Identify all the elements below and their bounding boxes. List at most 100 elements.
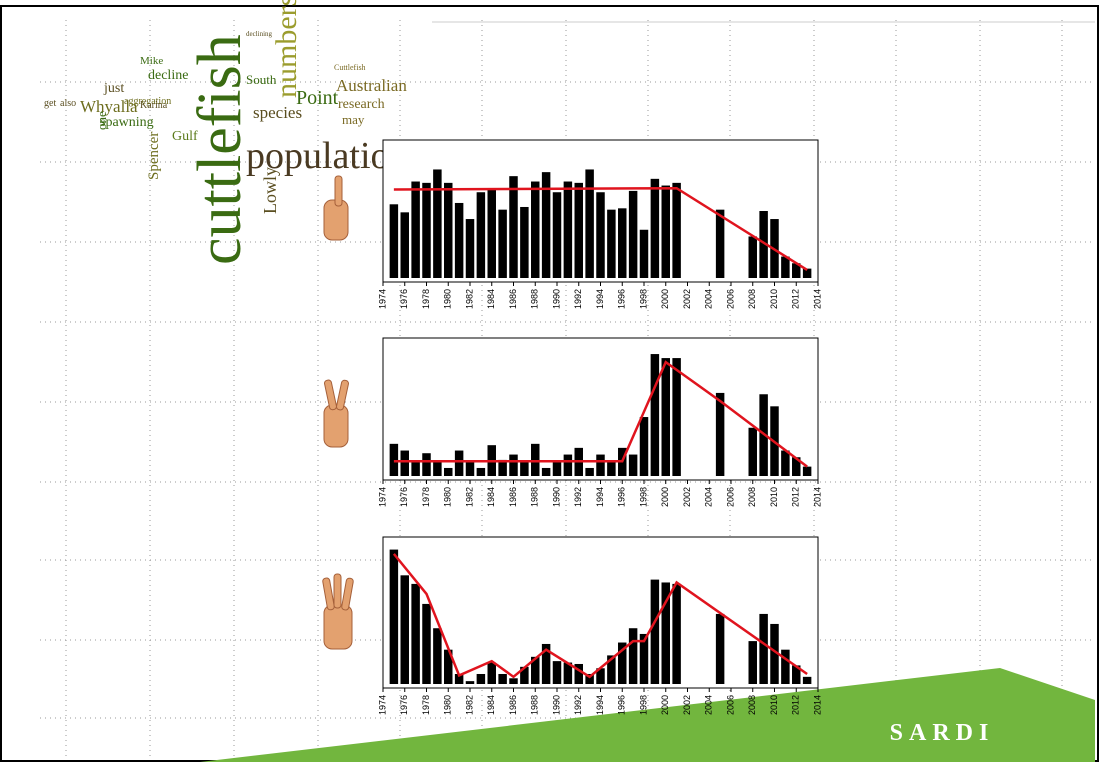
x-tick-label: 2010: [769, 695, 779, 715]
bar: [433, 169, 442, 278]
bar: [498, 459, 507, 476]
bar: [802, 466, 812, 476]
x-tick-label: 1976: [399, 487, 409, 507]
bar: [400, 212, 409, 278]
bar: [465, 681, 475, 684]
x-tick-label: 2004: [704, 487, 714, 507]
x-tick-label: 2006: [725, 289, 735, 309]
x-tick-label: 1984: [486, 289, 496, 309]
x-tick-label: 1994: [595, 289, 605, 309]
bar: [792, 457, 801, 476]
x-tick-label: 1996: [617, 487, 627, 507]
bar: [661, 582, 670, 684]
x-tick-label: 1990: [551, 289, 561, 309]
word: Spencer: [146, 132, 162, 180]
x-tick-label: 2012: [791, 695, 801, 715]
x-tick-label: 1990: [551, 695, 561, 715]
bar: [639, 417, 649, 476]
word: Australian: [336, 76, 407, 95]
word: Point: [296, 87, 339, 109]
word: Mike: [140, 55, 163, 67]
x-tick-label: 1986: [508, 487, 518, 507]
bar: [487, 189, 496, 278]
bar: [781, 649, 790, 684]
bar: [715, 613, 725, 684]
bar: [748, 641, 757, 684]
bar: [433, 628, 442, 684]
x-tick-label: 1992: [573, 695, 583, 715]
x-tick-label: 1988: [530, 695, 540, 715]
bar: [574, 182, 583, 278]
bar: [563, 181, 573, 278]
x-tick-label: 1978: [421, 487, 431, 507]
plot-area: [382, 536, 819, 689]
word: aggregation: [124, 96, 171, 107]
x-tick-label: 1982: [464, 487, 474, 507]
bar: [400, 575, 409, 684]
bar: [509, 176, 518, 278]
bar: [411, 181, 420, 278]
word: Cuttlefish: [334, 63, 366, 72]
hand-icons: [322, 175, 354, 650]
bar: [465, 219, 475, 278]
x-tick-label: 1986: [508, 289, 518, 309]
word: spawning: [100, 115, 154, 130]
x-tick-label: 1988: [530, 289, 540, 309]
bar: [552, 192, 562, 278]
bar: [585, 467, 594, 476]
bar: [781, 256, 790, 278]
x-tick-label: 1998: [638, 487, 648, 507]
bar: [454, 202, 464, 278]
bar: [748, 236, 757, 278]
bar: [454, 450, 464, 476]
word: may: [342, 112, 365, 127]
bar: [541, 172, 551, 278]
word: just: [103, 81, 124, 96]
x-tick-label: 2010: [769, 487, 779, 507]
bar: [596, 454, 605, 476]
bar: [433, 461, 442, 476]
word-cloud: cuttlefish population numbers Whyalla Po…: [44, 0, 409, 265]
word: one: [94, 111, 109, 130]
x-tick-label: 1978: [421, 289, 431, 309]
word: numbers: [270, 0, 303, 98]
bar: [672, 358, 681, 476]
chart: 1974 1976 1978 1980 1982 1984 1986 1988 1990 1992…: [377, 337, 822, 507]
bar: [520, 666, 529, 684]
x-tick-label: 1998: [638, 695, 648, 715]
x-tick-label: 1976: [399, 289, 409, 309]
bar: [541, 467, 551, 476]
x-tick-label: 1980: [443, 695, 453, 715]
bar: [650, 354, 660, 476]
x-tick-label: 1992: [573, 487, 583, 507]
x-tick-label: 1996: [617, 289, 627, 309]
x-tick-label: 1980: [443, 487, 453, 507]
logo: SARDI: [890, 720, 995, 746]
bar: [498, 673, 507, 684]
x-tick-label: 2014: [812, 487, 822, 507]
x-tick-label: 1984: [486, 695, 496, 715]
bar: [759, 211, 768, 278]
bar: [650, 178, 660, 278]
trend-line: [392, 553, 808, 679]
x-tick-label: 1980: [443, 289, 453, 309]
trend-line: [393, 360, 808, 468]
bar: [661, 358, 670, 476]
finger: [324, 379, 337, 411]
green-band: [200, 668, 1095, 762]
bar: [476, 467, 486, 476]
bar: [618, 208, 627, 278]
bar: [585, 673, 594, 684]
finger: [333, 573, 342, 609]
bar: [628, 190, 638, 278]
bar: [715, 392, 725, 476]
bar: [444, 467, 453, 476]
bar: [607, 209, 616, 278]
x-tick-label: 2014: [812, 695, 822, 715]
bar: [509, 454, 518, 476]
bar: [628, 454, 638, 476]
bar: [802, 676, 812, 684]
trend-line: [393, 186, 808, 272]
bar: [802, 268, 812, 278]
bar: [411, 583, 420, 684]
